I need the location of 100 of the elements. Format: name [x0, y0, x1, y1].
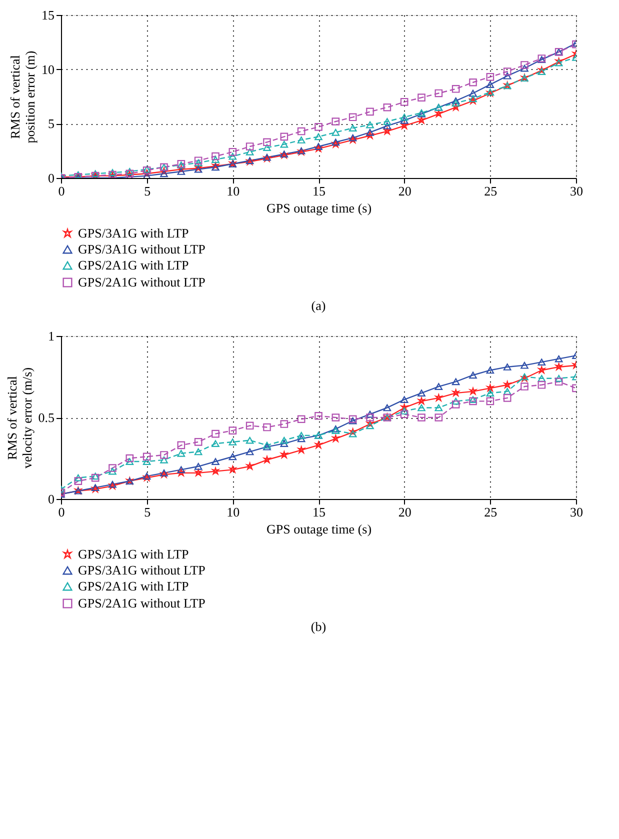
x-tick-label: 30 [570, 504, 583, 520]
point [348, 134, 357, 142]
x-tick-label: 0 [58, 184, 65, 198]
point [212, 458, 220, 465]
x-tick-label: 10 [226, 504, 240, 520]
point [400, 396, 408, 404]
point [418, 414, 426, 422]
legend-label: GPS/3A1G without LTP [78, 242, 206, 256]
point [212, 440, 220, 448]
y-tick-label: 10 [42, 62, 54, 77]
point [366, 121, 374, 128]
point [554, 374, 563, 382]
point [126, 168, 134, 175]
legend-label: GPS/2A1G without LTP [78, 596, 206, 610]
point [246, 148, 254, 156]
x-tick-label: 5 [144, 504, 151, 520]
point [503, 72, 512, 80]
point [469, 78, 477, 86]
point [126, 454, 134, 462]
x-tick-label: 15 [312, 184, 326, 198]
point [177, 466, 186, 474]
point [263, 423, 271, 432]
point [366, 422, 374, 430]
point [126, 458, 134, 465]
point [228, 438, 237, 446]
point [504, 380, 511, 388]
point [246, 142, 254, 150]
point [212, 430, 220, 438]
point [486, 390, 494, 397]
point [332, 414, 340, 422]
point [194, 462, 202, 470]
point [366, 108, 374, 116]
point [246, 422, 254, 430]
point [74, 474, 82, 482]
point [469, 90, 477, 97]
point [383, 103, 392, 112]
point [400, 404, 408, 411]
legend-label: GPS/3A1G with LTP [78, 226, 189, 240]
point [108, 464, 116, 472]
x-tick-label: 5 [144, 184, 151, 198]
x-axis-title: GPS outage time (s) [266, 522, 372, 536]
point [194, 448, 202, 456]
x-tick-label: 25 [484, 504, 498, 520]
point [228, 152, 237, 160]
point [486, 366, 494, 374]
y-tick-label: 5 [48, 116, 54, 132]
y-axis-title: RMS of vertical position error (m) [8, 50, 38, 144]
point [246, 462, 254, 470]
legend-label: GPS/3A1G without LTP [78, 562, 206, 578]
point [538, 374, 546, 382]
point [177, 441, 186, 450]
point [434, 383, 443, 390]
point [383, 404, 392, 412]
point [160, 451, 168, 459]
point [434, 89, 443, 98]
point [348, 113, 357, 122]
point [486, 397, 494, 406]
point [538, 380, 546, 389]
x-tick-label: 0 [58, 504, 65, 520]
y-tick-label: 0.5 [38, 410, 54, 425]
y-tick-label: 1 [48, 328, 54, 344]
x-tick-label: 15 [312, 504, 326, 520]
point [280, 132, 288, 141]
point [400, 114, 408, 121]
point [228, 453, 237, 460]
point [366, 410, 374, 418]
point [160, 170, 168, 178]
point [228, 426, 237, 434]
point [418, 94, 426, 102]
point [486, 73, 494, 81]
point [280, 140, 288, 148]
point [246, 448, 254, 456]
point [452, 103, 460, 111]
point [142, 458, 151, 465]
point [469, 95, 477, 102]
point [366, 128, 374, 136]
point [520, 362, 528, 369]
point [400, 410, 408, 418]
text: (a) [311, 298, 326, 313]
x-axis-title: GPS outage time (s) [266, 200, 372, 216]
point [418, 404, 426, 412]
legend-label: GPS/2A1G without LTP [78, 274, 206, 290]
point [297, 432, 306, 439]
point [280, 440, 288, 448]
point [520, 61, 528, 69]
point [400, 408, 408, 414]
point [503, 68, 512, 76]
point [366, 414, 374, 422]
x-tick-label: 30 [570, 184, 583, 198]
point [280, 420, 288, 428]
point [538, 358, 546, 366]
point [486, 81, 494, 88]
y-tick-label: 15 [42, 8, 54, 22]
point [314, 123, 322, 131]
y-tick-label: 0 [48, 492, 54, 506]
point [332, 138, 340, 146]
point [142, 452, 151, 461]
x-tick-label: 10 [226, 184, 240, 198]
point [348, 430, 357, 438]
point [554, 355, 563, 362]
